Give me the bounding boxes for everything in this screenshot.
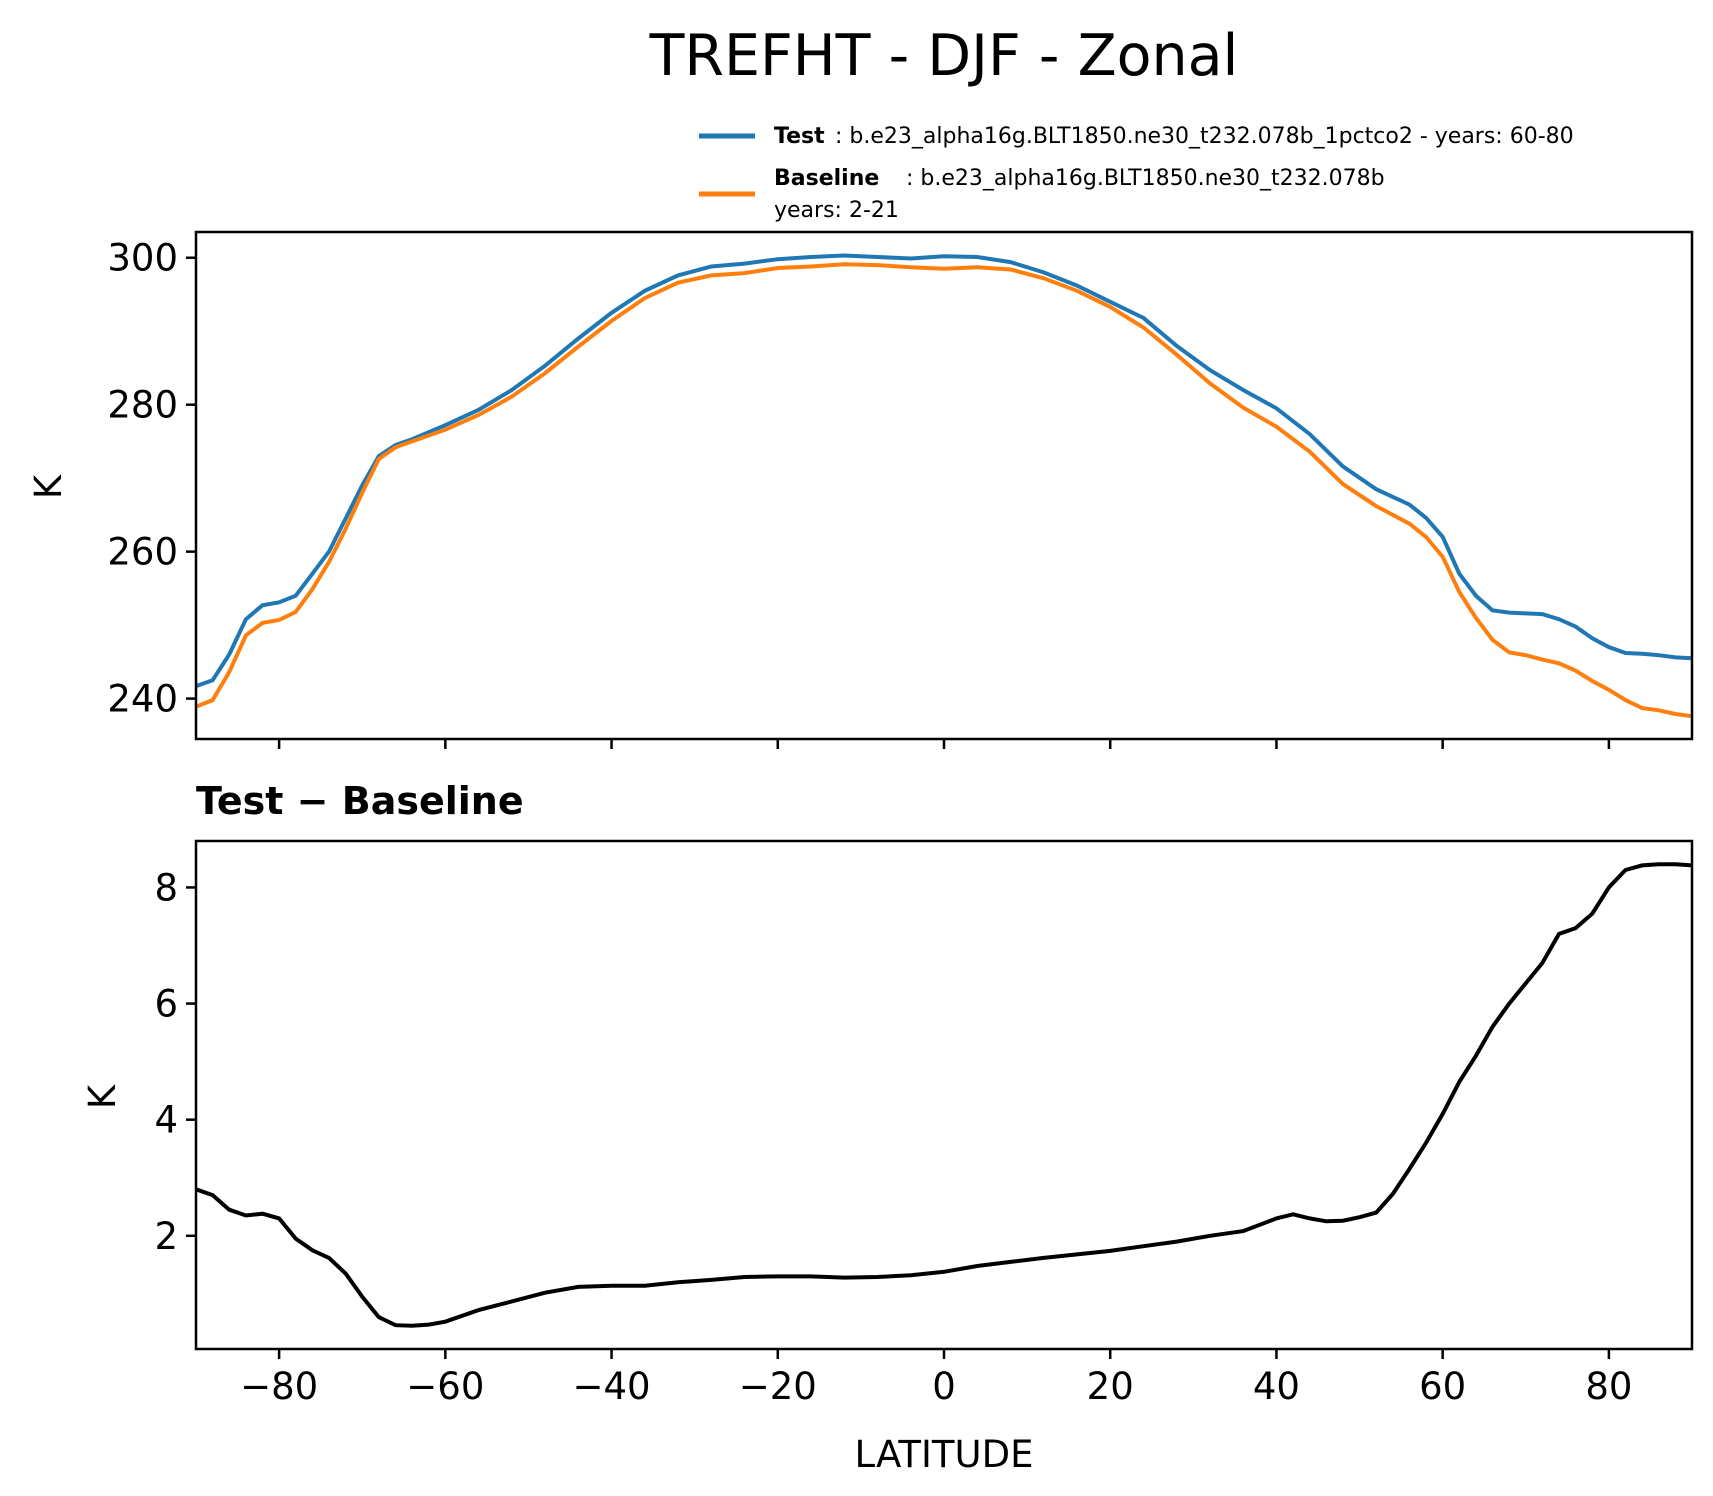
top-ytick-label: 240 xyxy=(107,678,178,721)
top-plot-frame xyxy=(194,230,1694,741)
difference-series-line xyxy=(195,862,1693,1328)
top-y-axis-label: K xyxy=(27,473,70,499)
figure-title: TREFHT - DJF - Zonal xyxy=(649,23,1239,89)
bottom-panel-title: Test − Baseline xyxy=(196,779,524,823)
bottom-xtick-label: 80 xyxy=(1585,1365,1632,1408)
legend-test-text: : b.e23_alpha16g.BLT1850.ne30_t232.078b_… xyxy=(835,124,1574,149)
test-series-line xyxy=(195,253,1693,688)
bottom-xtick-label: −60 xyxy=(406,1365,484,1408)
bottom-y-axis-label: K xyxy=(81,1083,124,1109)
legend-baseline-years: years: 2-21 xyxy=(774,198,899,223)
bottom-xtick-label: 0 xyxy=(932,1365,956,1408)
bottom-ytick-label: 2 xyxy=(154,1215,178,1258)
bottom-ytick-label: 4 xyxy=(154,1099,178,1142)
top-ytick-label: 300 xyxy=(107,237,178,280)
top-panel: 240 260 280 300 K xyxy=(27,230,1694,749)
bottom-plot-frame xyxy=(194,839,1694,1351)
top-ytick-label: 280 xyxy=(107,384,178,427)
bottom-ytick-label: 8 xyxy=(154,866,178,909)
legend-baseline-text: : b.e23_alpha16g.BLT1850.ne30_t232.078b xyxy=(906,166,1385,191)
bottom-xtick-label: 20 xyxy=(1087,1365,1134,1408)
bottom-xtick-label: −20 xyxy=(739,1365,817,1408)
legend: Test : b.e23_alpha16g.BLT1850.ne30_t232.… xyxy=(699,124,1574,223)
top-ytick-label: 260 xyxy=(107,531,178,574)
x-axis-label: LATITUDE xyxy=(855,1433,1034,1476)
bottom-xtick-label: 60 xyxy=(1419,1365,1466,1408)
bottom-xtick-label: −40 xyxy=(573,1365,651,1408)
legend-baseline-name: Baseline xyxy=(774,166,879,191)
legend-test-name: Test xyxy=(774,124,825,149)
bottom-xtick-label: 40 xyxy=(1253,1365,1300,1408)
bottom-panel: Test − Baseline 2 4 6 8 −80 −60 −40 −20 0 20 40 60… xyxy=(81,779,1694,1476)
bottom-xtick-label: −80 xyxy=(240,1365,318,1408)
bottom-ytick-label: 6 xyxy=(154,983,178,1026)
baseline-series-line xyxy=(195,262,1693,719)
